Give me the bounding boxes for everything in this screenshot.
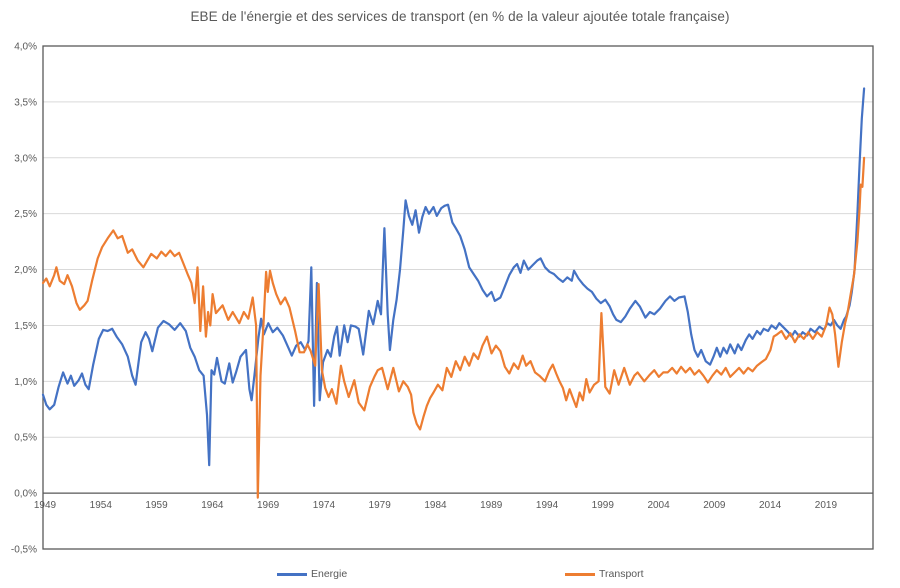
y-axis-tick-label: 4,0% [14,42,37,53]
y-axis-tick-label: -0,5% [11,545,37,556]
plot-border [42,45,874,550]
x-axis-tick-label: 1969 [257,500,280,511]
y-axis-tick-label: 2,5% [14,209,37,220]
x-axis-tick-label: 1964 [201,500,224,511]
x-axis-tick-label: 1954 [90,500,113,511]
x-axis-tick-label: 1989 [480,500,503,511]
y-axis-tick-label: 3,5% [14,97,37,108]
energie-line-swatch [277,572,307,576]
x-axis-tick-label: 1974 [313,500,336,511]
x-axis-tick-label: 2014 [759,500,782,511]
y-axis-tick-label: 1,0% [14,377,37,388]
y-axis-tick-label: 0,5% [14,433,37,444]
series-line-transport [41,156,866,499]
legend: Energie Transport [0,566,900,582]
y-axis-tick-label: 3,0% [14,153,37,164]
x-axis-tick-label: 1994 [536,500,559,511]
legend-label-energie: Energie [311,568,348,580]
x-axis-tick-label: 1999 [592,500,615,511]
x-axis-tick-label: 1959 [145,500,168,511]
x-axis-tick-label: 2004 [647,500,670,511]
legend-item-transport: Transport [565,566,644,582]
series-line-energie [41,87,866,467]
x-axis-tick-label: 1984 [424,500,447,511]
y-axis-tick-label: 2,0% [14,265,37,276]
y-axis-tick-label: 0,0% [14,489,37,500]
legend-label-transport: Transport [599,568,644,580]
y-axis-tick-label: 1,5% [14,321,37,332]
x-axis-tick-label: 2009 [703,500,726,511]
chart-title: EBE de l'énergie et des services de tran… [190,9,730,24]
x-axis-tick-label: 1949 [34,500,57,511]
legend-item-energie: Energie [277,566,347,582]
transport-line-swatch [565,572,595,576]
x-axis-tick-label: 2019 [815,500,838,511]
x-axis-tick-label: 1979 [369,500,392,511]
